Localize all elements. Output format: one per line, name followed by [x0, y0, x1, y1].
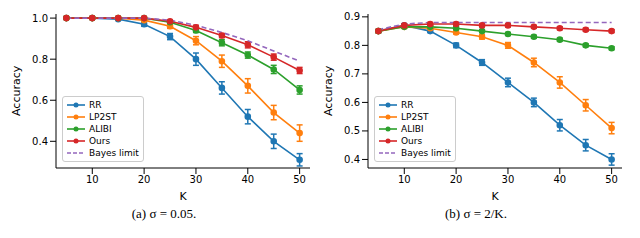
html-text:RR: RR: [89, 100, 102, 110]
svg-text:K: K: [179, 190, 187, 203]
svg-text:10: 10: [398, 174, 411, 185]
html-text:LP2ST: LP2ST: [89, 112, 117, 122]
svg-text:20: 20: [450, 174, 463, 185]
svg-text:30: 30: [190, 174, 203, 185]
svg-text:0.5: 0.5: [344, 125, 360, 136]
html-text:Bayes limit: Bayes limit: [89, 148, 139, 158]
html-text:Bayes limit: Bayes limit: [401, 148, 451, 158]
html-text:RR: RR: [401, 100, 414, 110]
svg-text:K: K: [491, 190, 499, 203]
svg-text:Accuracy: Accuracy: [10, 65, 23, 116]
svg-text:30: 30: [502, 174, 515, 185]
html-text:Ours: Ours: [89, 136, 111, 146]
svg-text:0.7: 0.7: [344, 68, 360, 79]
svg-text:40: 40: [241, 174, 254, 185]
html-text:LP2ST: LP2ST: [401, 112, 429, 122]
html-text:(b) σ = 2/K.: (b) σ = 2/K.: [445, 206, 507, 221]
svg-text:0.6: 0.6: [32, 95, 48, 106]
svg-text:0.4: 0.4: [344, 154, 360, 165]
svg-text:0.9: 0.9: [344, 11, 360, 22]
html-text:(a) σ = 0.05.: (a) σ = 0.05.: [131, 206, 197, 221]
svg-text:0.4: 0.4: [32, 136, 48, 147]
svg-text:10: 10: [86, 174, 99, 185]
html-text:ALIBI: ALIBI: [89, 124, 112, 134]
svg-text:Accuracy: Accuracy: [322, 65, 335, 116]
svg-text:1.0: 1.0: [32, 13, 48, 24]
svg-text:0.8: 0.8: [344, 40, 360, 51]
svg-text:0.8: 0.8: [32, 54, 48, 65]
svg-text:50: 50: [605, 174, 618, 185]
html-text:ALIBI: ALIBI: [401, 124, 424, 134]
svg-text:0.6: 0.6: [344, 97, 360, 108]
svg-text:20: 20: [138, 174, 151, 185]
svg-text:50: 50: [293, 174, 306, 185]
svg-text:40: 40: [553, 174, 566, 185]
html-text:Ours: Ours: [401, 136, 423, 146]
